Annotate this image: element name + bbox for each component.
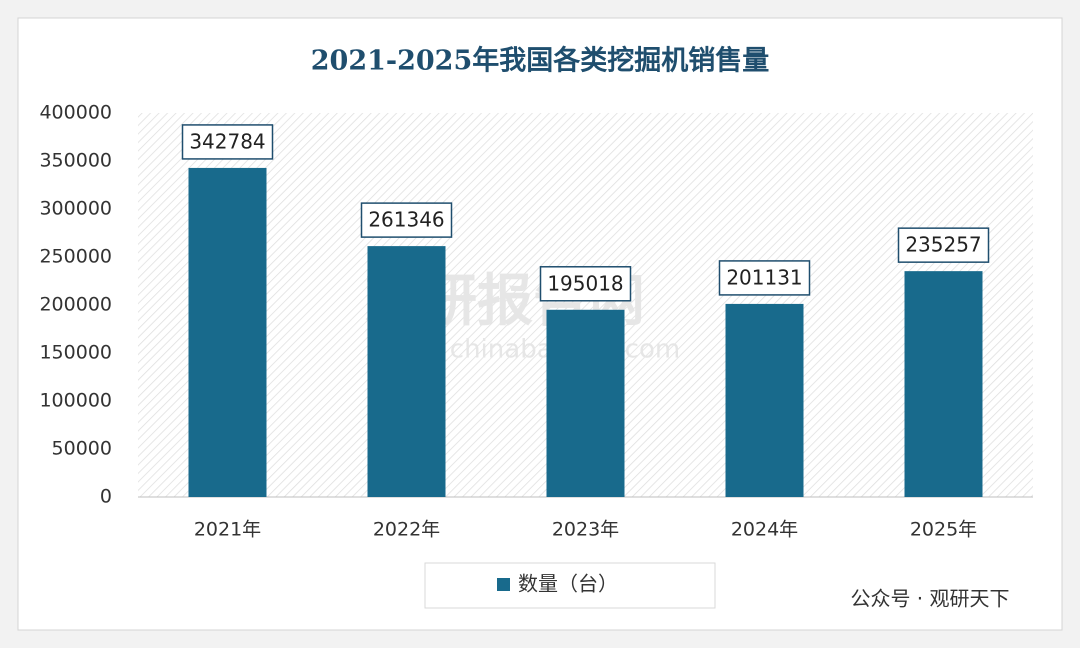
data-label-box xyxy=(360,202,453,238)
x-tick-label: 2021年 xyxy=(194,519,261,541)
legend-box xyxy=(424,562,716,609)
data-label-box xyxy=(718,260,811,296)
data-label-box xyxy=(181,124,274,160)
y-tick-label: 150000 xyxy=(39,342,112,364)
y-tick-label: 350000 xyxy=(39,150,112,172)
bar xyxy=(904,271,983,497)
data-label: 201131 xyxy=(726,265,802,289)
x-tick-label: 2024年 xyxy=(731,519,798,541)
data-label: 195018 xyxy=(547,271,623,295)
watermark: 公众号 · 观研天下 xyxy=(850,587,1009,611)
bar xyxy=(367,246,446,497)
y-tick-label: 400000 xyxy=(39,102,112,124)
x-tick-label: 2022年 xyxy=(373,519,440,541)
bar xyxy=(188,167,267,497)
data-label-box xyxy=(897,227,990,263)
y-tick-label: 50000 xyxy=(52,438,112,460)
legend-swatch xyxy=(497,578,510,591)
bar xyxy=(546,309,625,497)
y-tick-label: 300000 xyxy=(39,198,112,220)
data-label: 261346 xyxy=(368,208,444,232)
legend-label: 数量（台） xyxy=(518,572,618,596)
x-tick-label: 2023年 xyxy=(552,519,619,541)
data-label: 342784 xyxy=(189,129,265,153)
bar xyxy=(725,303,804,497)
data-label-box xyxy=(539,266,632,302)
y-tick-label: 100000 xyxy=(39,390,112,412)
chart-title: 2021-2025年我国各类挖掘机销售量 xyxy=(311,45,770,77)
y-tick-label: 0 xyxy=(100,486,112,508)
x-tick-label: 2025年 xyxy=(910,519,977,541)
data-label: 235257 xyxy=(905,233,981,257)
y-tick-label: 200000 xyxy=(39,294,112,316)
y-tick-label: 250000 xyxy=(39,246,112,268)
